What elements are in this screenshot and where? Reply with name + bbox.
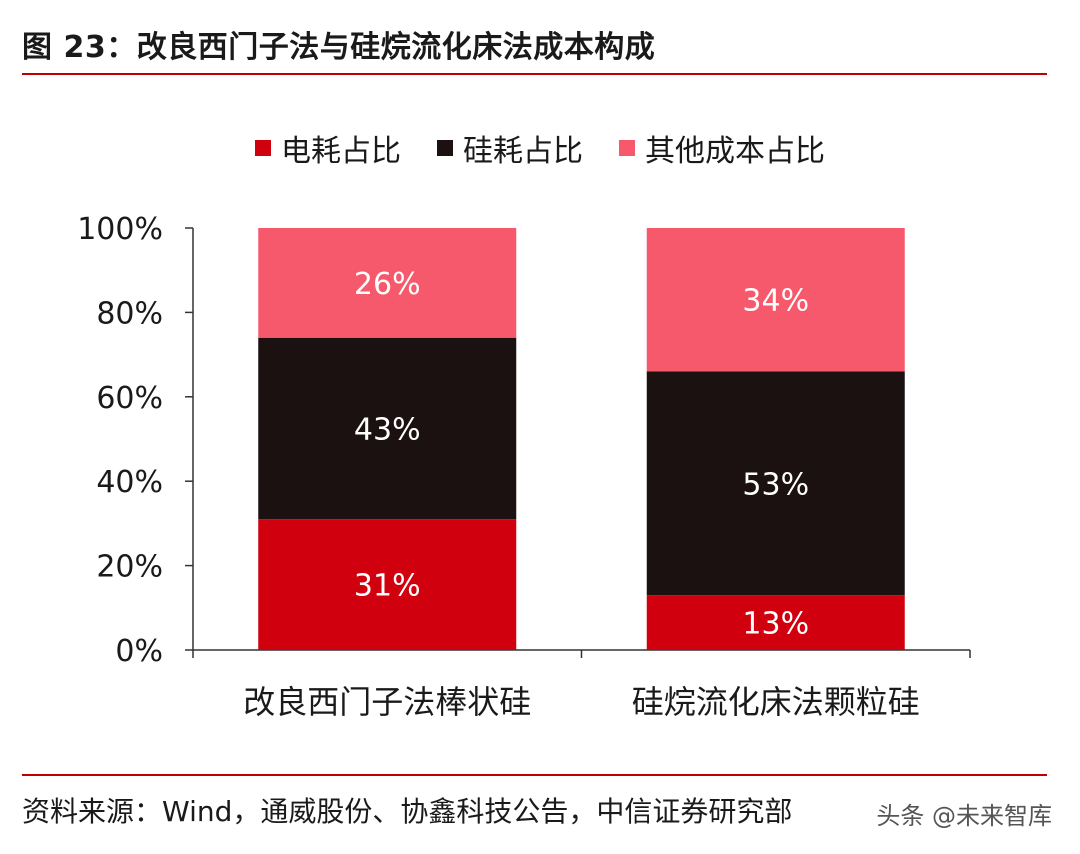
y-tick-label: 60% xyxy=(96,381,163,416)
stacked-bar-chart: 0% 20% 40% 60% 80% 100% 31% 43% 26% 改良西门子法棒状硅 13% 5… xyxy=(77,212,971,721)
legend-swatch-power xyxy=(255,140,271,156)
legend-item-power: 电耗占比 xyxy=(255,126,401,170)
y-tick-label: 20% xyxy=(96,550,163,585)
bar-segment xyxy=(646,228,905,372)
legend-swatch-silicon xyxy=(437,140,453,156)
source-rule xyxy=(22,774,1047,776)
bar-segment xyxy=(646,371,905,596)
y-tick-label: 100% xyxy=(77,212,163,247)
bar-segment xyxy=(646,595,905,650)
data-label: 26% xyxy=(354,267,421,302)
title-rule xyxy=(22,73,1047,75)
legend-item-silicon: 硅耗占比 xyxy=(437,126,583,170)
x-category-label: 硅烷流化床法颗粒硅 xyxy=(632,683,920,721)
data-label: 43% xyxy=(354,412,421,447)
legend-swatch-other xyxy=(619,140,635,156)
y-tick-label: 0% xyxy=(115,634,163,669)
x-category-label: 改良西门子法棒状硅 xyxy=(243,683,531,721)
data-label: 13% xyxy=(742,607,809,642)
y-tick-label: 40% xyxy=(96,465,163,500)
legend-label-power: 电耗占比 xyxy=(281,134,401,169)
data-label: 53% xyxy=(742,467,809,502)
y-tick-label: 80% xyxy=(96,296,163,331)
figure-title: 图 23：改良西门子法与硅烷流化床法成本构成 xyxy=(22,30,656,65)
legend-label-silicon: 硅耗占比 xyxy=(463,134,583,169)
chart-legend: 电耗占比 硅耗占比 其他成本占比 xyxy=(0,126,1080,170)
watermark: 头条 @未来智库 xyxy=(876,802,1052,830)
data-label: 34% xyxy=(742,284,809,319)
bar-segment xyxy=(258,228,517,338)
bar-segment xyxy=(258,337,517,520)
data-label: 31% xyxy=(354,569,421,604)
legend-label-other: 其他成本占比 xyxy=(645,134,825,169)
source-note: 资料来源：Wind，通威股份、协鑫科技公告，中信证券研究部 xyxy=(22,795,793,828)
legend-item-other: 其他成本占比 xyxy=(619,126,825,170)
bar-segment xyxy=(258,519,517,650)
